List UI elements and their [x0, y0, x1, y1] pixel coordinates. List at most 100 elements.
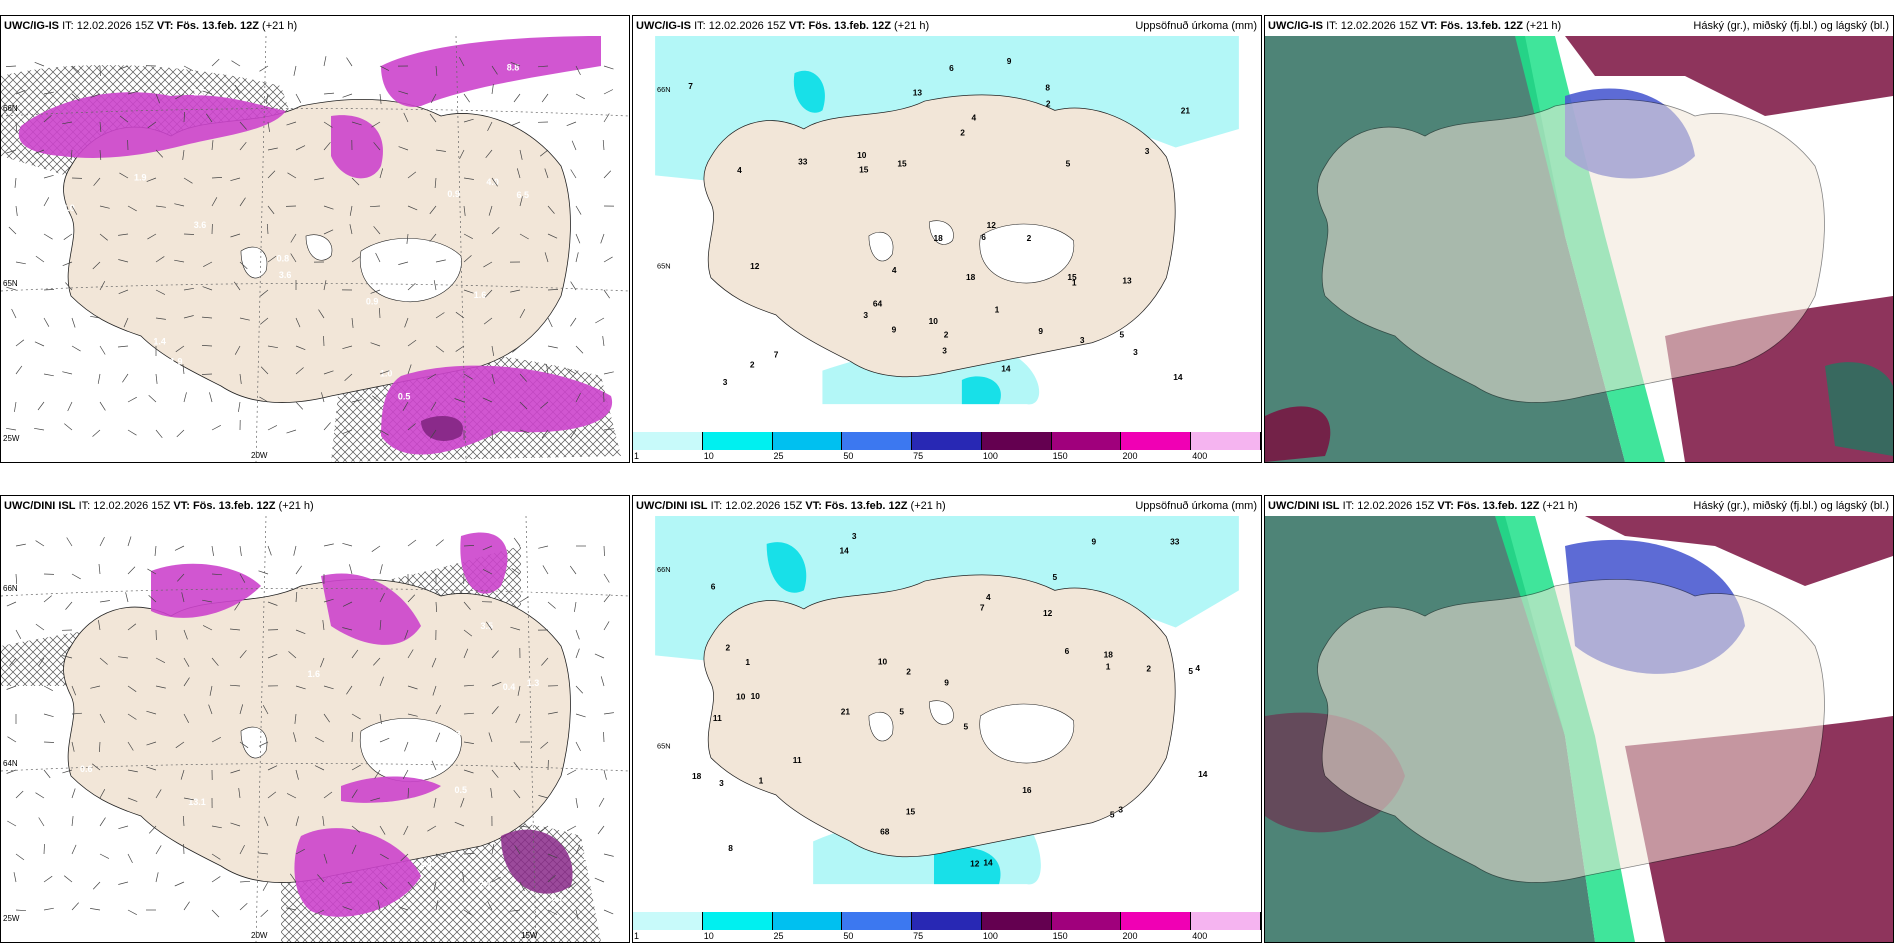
wind-barb [5, 65, 17, 67]
wind-barb [183, 677, 190, 687]
lat-label: 65N [3, 279, 18, 288]
valid-time: Fös. 13.feb. 12Z [1456, 500, 1540, 512]
value-label: 0.8 [277, 254, 290, 264]
value-label: 0.9 [447, 189, 460, 199]
wind-barb [34, 149, 45, 155]
value-label: 12 [970, 859, 980, 869]
map-accum-precip: 66N 65N 21312181395833141596910151218217… [655, 36, 1239, 405]
high-cloud-area [1825, 362, 1893, 456]
wind-barb [435, 312, 445, 319]
it-label: IT: [710, 500, 723, 512]
wind-barb [209, 685, 213, 696]
wind-barb [398, 90, 409, 95]
wind-barb [603, 65, 614, 70]
vt-label: VT: [156, 20, 174, 32]
wind-barb [211, 177, 223, 179]
wind-barb [155, 429, 163, 439]
precip-area [151, 563, 261, 618]
value-label: 18 [966, 272, 976, 282]
wind-barb [377, 900, 381, 911]
wind-barb [323, 56, 327, 67]
wind-barb [267, 425, 278, 431]
wind-barb [575, 909, 579, 920]
wind-barb [322, 816, 325, 827]
colorbar-tick-label: 10 [703, 451, 714, 461]
wind-barb [238, 788, 241, 799]
wind-barb [429, 113, 437, 123]
wind-barb [519, 373, 527, 382]
value-label: 3.5 [481, 621, 494, 631]
value-label: 9 [1007, 56, 1012, 66]
wind-barb [90, 908, 101, 911]
wind-barb [463, 255, 472, 263]
wind-barb [62, 121, 73, 125]
wind-barb [266, 223, 269, 235]
wind-barb [513, 537, 521, 547]
value-label: 68 [880, 827, 890, 837]
wind-barb [211, 657, 219, 666]
wind-barb [202, 286, 213, 291]
wind-barb [15, 543, 26, 547]
wind-barb [182, 815, 185, 827]
colorbar-swatch [912, 912, 982, 930]
wind-barb [127, 685, 137, 692]
wind-barb [379, 592, 385, 603]
wind-barb [70, 149, 73, 161]
wind-barb [603, 769, 607, 780]
wind-barb [547, 345, 558, 349]
wind-barb [174, 259, 185, 263]
wind-barb [183, 713, 190, 723]
wind-barb [482, 569, 493, 575]
wind-barb [155, 845, 162, 855]
wind-barb [404, 741, 409, 752]
wind-barb [288, 651, 297, 659]
wind-barb [315, 736, 325, 743]
wind-barb [99, 401, 106, 411]
value-label: 6 [1065, 646, 1070, 656]
wind-barb [510, 909, 521, 912]
wind-barb [63, 875, 73, 883]
wind-barb [6, 286, 17, 291]
wind-barb [491, 373, 495, 384]
wind-barb [127, 205, 137, 212]
wind-barb [230, 769, 241, 774]
wind-barb [541, 429, 549, 439]
wind-barb [547, 853, 558, 859]
wind-barb [127, 90, 138, 95]
model-name: UWC/DINI ISL [1268, 500, 1340, 512]
panel-top-right-clouds: UWC/IG-IS IT: 12.02.2026 15Z VT: Fös. 13… [1264, 15, 1894, 463]
wind-barb [6, 685, 17, 690]
wind-barb [295, 685, 306, 690]
wind-barb [229, 684, 241, 687]
wind-barb [510, 61, 521, 67]
wind-barb [208, 704, 213, 715]
wind-barb [407, 594, 416, 603]
value-label: 12 [1043, 608, 1053, 618]
map-cloud-cover [1265, 36, 1893, 462]
value-label: 8.8 [507, 63, 520, 73]
wind-barb [260, 366, 269, 375]
wind-barb [379, 676, 384, 687]
wind-barb [547, 205, 555, 214]
wind-barb [515, 713, 521, 724]
wind-barb [295, 93, 302, 103]
wind-barb [15, 790, 24, 799]
wind-barb [267, 170, 276, 179]
glacier [240, 726, 268, 759]
wind-barb [323, 280, 327, 291]
wind-barb [602, 139, 605, 151]
wind-barb [146, 766, 157, 771]
wind-barb [181, 592, 185, 603]
wind-barb [433, 280, 437, 291]
wind-barb [407, 539, 417, 547]
wind-barb [176, 429, 185, 438]
value-label: 6 [949, 63, 954, 73]
wind-barb [349, 564, 353, 575]
value-label: 2 [944, 329, 949, 339]
wind-barb [65, 601, 73, 610]
wind-barb [43, 769, 51, 779]
wind-barb [513, 761, 521, 771]
wind-barb [43, 317, 50, 327]
wind-barb [575, 685, 584, 694]
